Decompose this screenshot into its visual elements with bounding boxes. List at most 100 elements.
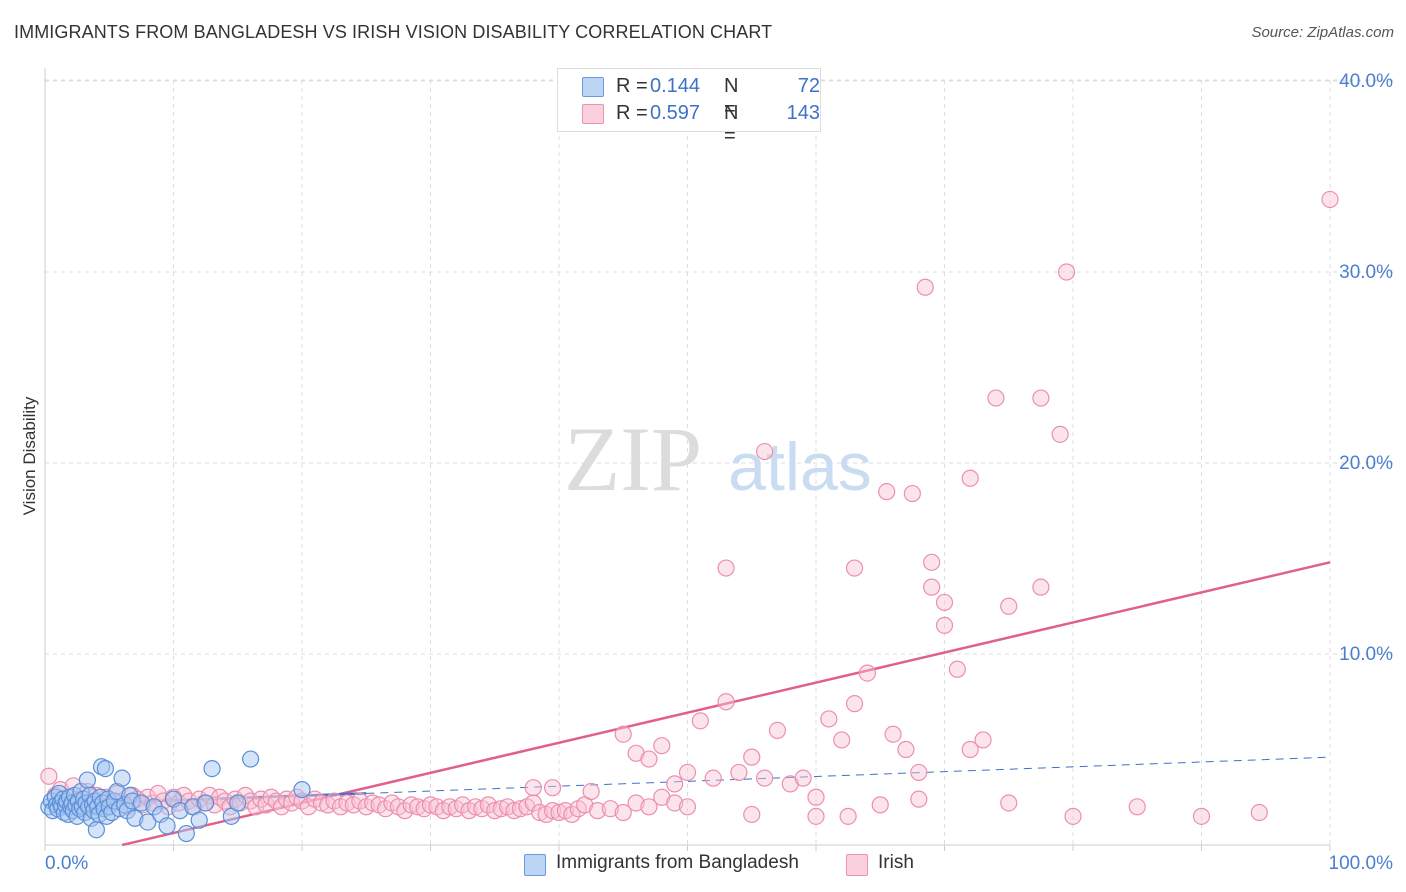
bangladesh-point <box>229 794 247 812</box>
irish-point <box>1250 803 1268 822</box>
bangladesh-point <box>242 750 260 768</box>
bangladesh-point <box>197 794 215 812</box>
irish-point <box>543 802 562 820</box>
irish-point <box>910 763 928 782</box>
irish-point <box>935 593 954 612</box>
irish-point <box>376 800 395 818</box>
irish-point <box>935 616 954 634</box>
irish-point <box>858 664 877 682</box>
irish-point <box>845 695 864 713</box>
bangladesh-point <box>96 759 114 778</box>
irish-point <box>441 798 459 816</box>
irish-point <box>897 740 915 759</box>
zipatlas-watermark: ZIP atlas <box>564 408 872 510</box>
irish-point <box>351 792 369 810</box>
irish-point <box>717 559 735 577</box>
grid-lines <box>45 79 1395 845</box>
irish-point <box>948 660 966 678</box>
legend-n-label: N = <box>724 75 739 120</box>
irish-point <box>338 794 356 812</box>
irish-point <box>1051 425 1069 443</box>
bangladesh-points <box>40 750 311 843</box>
legend-n-value: 143 <box>786 102 820 124</box>
irish-point <box>923 578 941 596</box>
irish-point <box>704 769 722 787</box>
irish-point <box>640 750 658 768</box>
legend-r-value: 0.597 <box>650 102 701 124</box>
irish-point <box>563 805 581 824</box>
irish-point <box>666 775 684 793</box>
irish-point <box>743 805 761 824</box>
irish-point <box>524 779 542 797</box>
bangladesh-point <box>293 781 311 799</box>
irish-point <box>627 794 645 812</box>
irish-point <box>755 769 774 787</box>
irish-point <box>871 796 889 814</box>
irish-point <box>466 798 485 816</box>
irish-point <box>923 553 941 571</box>
irish-point <box>845 559 864 577</box>
irish-point <box>454 796 472 814</box>
irish-point <box>479 796 497 814</box>
irish-point <box>794 769 812 787</box>
legend-swatch-blue <box>582 77 604 97</box>
series-label-bangladesh: Immigrants from Bangladesh <box>556 852 799 873</box>
irish-point <box>614 725 632 743</box>
series-label-irish: Irish <box>878 852 914 873</box>
legend-r-value: 0.144 <box>650 75 701 97</box>
bangladesh-point <box>87 821 106 839</box>
irish-point <box>691 712 709 730</box>
irish-point <box>884 725 902 743</box>
irish-point <box>768 721 787 740</box>
series-swatch-blue <box>524 854 546 876</box>
irish-point <box>402 796 420 814</box>
irish-point <box>492 800 510 818</box>
irish-point <box>588 802 607 820</box>
irish-point <box>916 278 934 296</box>
legend-n-label: N = <box>724 102 739 147</box>
x-tick-label: 0.0% <box>45 853 88 874</box>
watermark-zip: ZIP <box>564 408 702 510</box>
irish-point <box>820 710 838 728</box>
irish-point <box>833 731 851 749</box>
irish-point <box>961 469 979 487</box>
x-tick-label: 100.0% <box>1329 853 1394 874</box>
irish-point <box>961 740 979 759</box>
bangladesh-point <box>113 769 131 787</box>
irish-point <box>40 767 58 785</box>
irish-point <box>505 802 523 820</box>
irish-point <box>987 389 1005 407</box>
irish-point <box>878 483 896 501</box>
irish-point <box>640 798 658 816</box>
irish-point <box>755 442 774 461</box>
irish-point <box>1000 794 1018 812</box>
y-tick-label: 20.0% <box>1339 453 1393 474</box>
bangladesh-trend-extension <box>366 756 1331 794</box>
irish-point <box>1128 798 1146 816</box>
bangladesh-point <box>78 771 97 789</box>
irish-point <box>409 798 427 816</box>
irish-point <box>1064 807 1082 825</box>
legend-r-label: R = <box>616 102 648 124</box>
irish-point <box>807 807 825 825</box>
irish-point <box>524 794 542 812</box>
irish-point <box>839 807 857 825</box>
legend-n-value: 72 <box>797 75 820 97</box>
irish-point <box>543 779 562 797</box>
bangladesh-point <box>177 824 195 843</box>
irish-point <box>730 763 748 782</box>
bangladesh-point <box>203 759 221 778</box>
irish-point <box>601 800 620 818</box>
irish-point <box>910 790 928 808</box>
irish-point <box>666 794 684 812</box>
irish-point <box>1000 597 1018 615</box>
irish-point <box>678 763 697 782</box>
series-swatch-pink <box>846 854 868 876</box>
irish-point <box>653 737 671 755</box>
y-tick-label: 40.0% <box>1339 71 1393 92</box>
legend-r-label: R = <box>616 75 648 97</box>
irish-point <box>614 803 632 822</box>
correlation-legend: R = 0.144 N = 72 R = 0.597 N = 143 <box>557 68 821 147</box>
irish-point <box>903 484 921 503</box>
irish-point <box>1032 578 1050 596</box>
